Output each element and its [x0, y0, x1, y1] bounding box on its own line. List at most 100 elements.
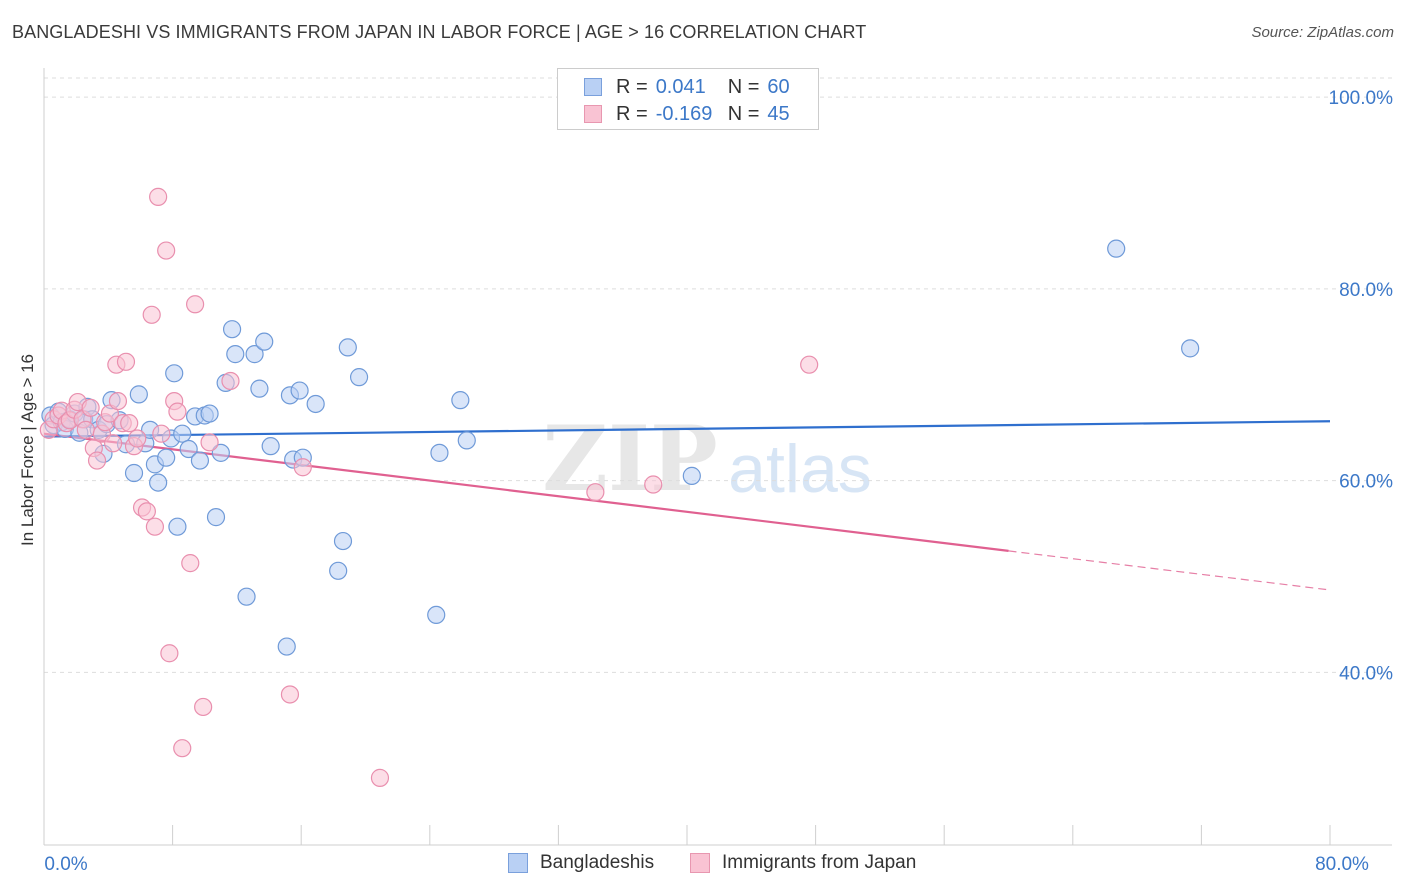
data-point-blue — [451, 391, 470, 410]
legend-label: Bangladeshis — [540, 852, 655, 873]
data-point-blue — [427, 605, 446, 625]
r-value: -0.169 — [655, 102, 713, 125]
data-point-blue — [211, 443, 230, 462]
n-label: N = — [727, 75, 760, 98]
data-point-blue — [682, 466, 701, 485]
data-point-blue — [237, 587, 256, 606]
axes — [43, 68, 1392, 846]
y-axis-label-wrap: In Labor Force | Age > 16 — [16, 300, 40, 600]
data-point-pink — [128, 429, 147, 448]
legend-item-bangladeshis[interactable]: Bangladeshis — [508, 852, 654, 874]
tick-labels: 40.0% 60.0% 80.0% 100.0% 0.0% 80.0% — [44, 88, 1393, 875]
data-point-pink — [168, 402, 187, 421]
data-point-blue — [255, 332, 274, 351]
data-point-blue — [457, 431, 476, 450]
data-point-pink — [586, 483, 605, 502]
data-point-pink — [157, 241, 176, 260]
y-tick-label: 60.0% — [1339, 472, 1393, 493]
data-point-blue — [290, 381, 309, 400]
data-point-blue — [333, 531, 353, 551]
n-label: N = — [727, 102, 760, 125]
y-axis-label: In Labor Force | Age > 16 — [18, 353, 37, 547]
data-point-pink — [152, 424, 171, 443]
data-point-pink — [149, 187, 168, 206]
y-tick-label: 100.0% — [1329, 88, 1394, 109]
chart-title: BANGLADESHI VS IMMIGRANTS FROM JAPAN IN … — [12, 22, 867, 42]
data-point-pink — [108, 391, 128, 411]
y-tick-label: 80.0% — [1339, 280, 1393, 301]
legend-label: Immigrants from Japan — [722, 852, 917, 873]
data-point-blue — [306, 394, 325, 414]
data-point-pink — [142, 305, 161, 324]
legend-swatch-blue — [584, 78, 602, 96]
data-point-blue — [1181, 339, 1200, 358]
data-point-pink — [280, 685, 300, 704]
data-point-blue — [329, 561, 348, 580]
data-point-pink — [194, 697, 213, 717]
y-tick-label: 40.0% — [1339, 663, 1393, 684]
r-label: R = — [616, 102, 648, 125]
data-point-blue — [200, 404, 219, 423]
data-point-pink — [120, 414, 139, 433]
series-legend: Bangladeshis Immigrants from Japan — [0, 852, 1406, 878]
data-point-pink — [87, 451, 107, 470]
data-point-pink — [644, 475, 663, 494]
data-point-blue — [173, 424, 192, 443]
r-value: 0.041 — [655, 75, 706, 98]
data-point-blue — [149, 473, 168, 492]
data-point-blue — [277, 637, 296, 656]
trend-line-dashed-pink — [1008, 550, 1331, 591]
data-point-pink — [800, 355, 819, 374]
data-point-blue — [250, 379, 269, 398]
data-point-blue — [124, 463, 144, 483]
data-points — [39, 187, 1200, 787]
legend-swatch-blue — [508, 853, 528, 873]
data-point-pink — [116, 352, 136, 371]
data-point-blue — [179, 439, 198, 459]
data-point-pink — [137, 502, 156, 521]
grid-lines — [44, 77, 1392, 673]
data-point-blue — [349, 368, 369, 387]
data-point-pink — [145, 517, 165, 536]
data-point-blue — [222, 320, 242, 339]
r-label: R = — [616, 75, 648, 98]
data-point-pink — [186, 295, 205, 314]
data-point-blue — [245, 345, 264, 364]
data-point-blue — [206, 508, 226, 527]
data-point-blue — [338, 338, 357, 357]
trend-line-blue — [43, 420, 1331, 438]
data-point-pink — [76, 420, 95, 439]
watermark-atlas: atlas — [728, 431, 872, 507]
data-point-pink — [160, 644, 179, 663]
data-point-blue — [430, 443, 449, 462]
data-point-pink — [173, 739, 192, 758]
data-point-blue — [129, 385, 148, 404]
data-point-pink — [370, 768, 390, 787]
data-point-blue — [190, 451, 210, 470]
correlation-legend: R = 0.041 N = 60 R = -0.169 N = 45 — [557, 68, 819, 130]
legend-item-japan[interactable]: Immigrants from Japan — [690, 852, 916, 874]
data-point-blue — [1107, 239, 1126, 258]
data-point-pink — [104, 434, 123, 453]
data-point-pink — [181, 554, 200, 573]
n-value: 60 — [767, 75, 790, 98]
legend-row-japan: R = -0.169 N = 45 — [584, 102, 790, 126]
legend-row-bangladeshis: R = 0.041 N = 60 — [584, 75, 790, 99]
x-tick-label: 0.0% — [44, 854, 87, 875]
watermark: ZIP atlas — [542, 406, 872, 512]
data-point-blue — [168, 517, 187, 536]
legend-swatch-pink — [584, 105, 602, 123]
x-tick-label: 80.0% — [1315, 854, 1369, 875]
legend-swatch-pink — [690, 853, 710, 873]
data-point-pink — [293, 458, 312, 477]
data-point-blue — [226, 345, 245, 364]
data-point-blue — [165, 364, 184, 383]
data-point-blue — [157, 448, 176, 467]
data-point-pink — [81, 398, 100, 417]
source-label: Source: ZipAtlas.com — [1251, 24, 1394, 41]
n-value: 45 — [767, 102, 790, 125]
data-point-blue — [261, 437, 280, 456]
watermark-zip: ZIP — [542, 406, 717, 512]
data-point-pink — [200, 433, 219, 452]
